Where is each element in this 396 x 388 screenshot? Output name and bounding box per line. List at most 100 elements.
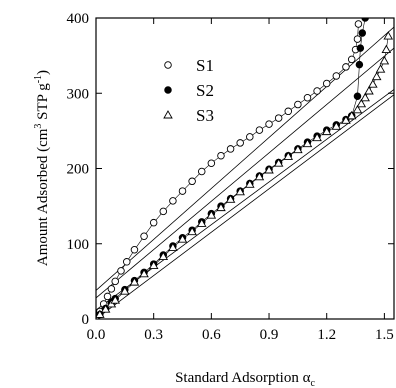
x-axis-title: Standard Adsorption αc: [175, 370, 315, 388]
x-tick-label: 0.9: [260, 327, 279, 343]
y-tick-label: 100: [67, 237, 90, 253]
legend-marker-S2: [164, 86, 172, 94]
data-point-S3: [216, 202, 226, 212]
legend: S1 S2 S3: [163, 56, 214, 125]
data-point-S1: [236, 139, 244, 147]
data-point-S1: [246, 133, 254, 141]
legend-label-S3: S3: [196, 106, 214, 125]
data-point-S3: [139, 268, 149, 278]
y-axis-title: Amount Adsorbed (cm3 STP g-1): [33, 70, 51, 266]
data-point-S1: [188, 177, 196, 186]
data-point-S1: [284, 107, 293, 116]
data-point-S2: [361, 18, 369, 22]
data-point-S1: [207, 159, 216, 167]
data-point-S1: [255, 126, 264, 134]
data-point-S3: [368, 79, 378, 88]
data-point-S1: [169, 197, 177, 205]
data-point-S3: [129, 277, 140, 286]
data-point-S3: [225, 194, 236, 203]
data-point-S1: [303, 94, 312, 102]
data-point-S1: [111, 277, 119, 286]
series-curve-S1: [96, 23, 359, 318]
data-point-S1: [130, 246, 139, 254]
data-point-S1: [117, 267, 125, 275]
data-point-S1: [347, 55, 356, 64]
data-point-S3: [235, 186, 245, 196]
data-point-S1: [226, 145, 235, 153]
y-tick-label: 0: [82, 312, 90, 328]
data-point-S3: [302, 138, 313, 148]
data-point-S3: [206, 210, 217, 219]
x-tick-label: 0.3: [144, 327, 163, 343]
x-tick-label: 0.6: [202, 327, 221, 343]
data-point-S3: [383, 31, 394, 40]
data-point-S1: [342, 63, 350, 71]
data-point-S3: [346, 110, 357, 120]
data-point-S1: [313, 87, 321, 95]
data-point-S1: [322, 79, 331, 88]
legend-label-S2: S2: [196, 81, 214, 100]
data-point-S3: [264, 165, 274, 174]
data-point-S3: [331, 121, 342, 130]
data-point-S1: [274, 114, 283, 122]
data-point-S1: [178, 187, 187, 195]
series-S3: [96, 31, 394, 319]
data-point-S2: [353, 92, 362, 101]
data-point-S3: [96, 309, 105, 318]
data-point-S3: [110, 295, 121, 304]
data-point-S1: [123, 258, 131, 266]
data-point-S3: [293, 144, 303, 154]
data-point-S1: [353, 35, 362, 43]
data-point-S3: [356, 98, 367, 108]
data-point-S3: [245, 179, 255, 188]
data-point-S3: [158, 251, 169, 260]
data-point-S3: [283, 151, 294, 160]
x-tick-label: 1.2: [317, 327, 336, 343]
y-tick-label: 300: [67, 86, 90, 102]
data-point-S2: [358, 29, 367, 37]
data-point-S3: [187, 226, 197, 236]
data-point-S3: [100, 304, 111, 313]
data-point-S3: [360, 92, 370, 102]
data-point-S1: [197, 167, 206, 176]
x-tick-label: 1.5: [375, 327, 394, 343]
data-points: [96, 18, 394, 319]
data-point-S1: [149, 218, 158, 227]
y-tick-label: 400: [67, 11, 90, 27]
y-axis-ticks: 0 100 200 300 400: [67, 11, 394, 328]
data-point-S3: [177, 234, 188, 243]
data-point-S3: [341, 115, 351, 124]
series-curve-S2: [96, 18, 366, 318]
series-curve-S3: [96, 36, 389, 318]
data-point-S3: [352, 104, 363, 114]
data-point-S3: [120, 286, 130, 295]
data-point-S1: [294, 100, 302, 109]
data-point-S1: [265, 120, 273, 128]
data-point-S1: [217, 151, 225, 160]
data-point-S3: [196, 218, 207, 227]
data-point-S3: [381, 44, 392, 54]
data-point-S1: [332, 72, 341, 80]
data-point-S1: [354, 20, 363, 28]
fit-line-2: [96, 47, 394, 299]
data-point-S3: [321, 126, 332, 136]
legend-marker-S1: [164, 61, 172, 69]
x-tick-label: 0.0: [87, 327, 106, 343]
data-point-S2: [356, 44, 365, 52]
data-point-S1: [107, 285, 116, 293]
fit-line-4: [96, 94, 394, 319]
data-point-S1: [103, 292, 112, 301]
fit-line-1: [96, 26, 394, 291]
legend-label-S1: S1: [196, 56, 214, 75]
data-point-S3: [148, 260, 159, 270]
y-tick-label: 200: [67, 162, 90, 178]
legend-marker-S3: [163, 110, 173, 119]
data-point-S3: [379, 55, 390, 65]
series-S1: [96, 20, 363, 319]
data-point-S3: [312, 132, 322, 142]
data-point-S3: [254, 171, 265, 181]
data-point-S3: [375, 64, 386, 73]
data-point-S3: [168, 242, 178, 251]
data-point-S1: [140, 232, 148, 240]
